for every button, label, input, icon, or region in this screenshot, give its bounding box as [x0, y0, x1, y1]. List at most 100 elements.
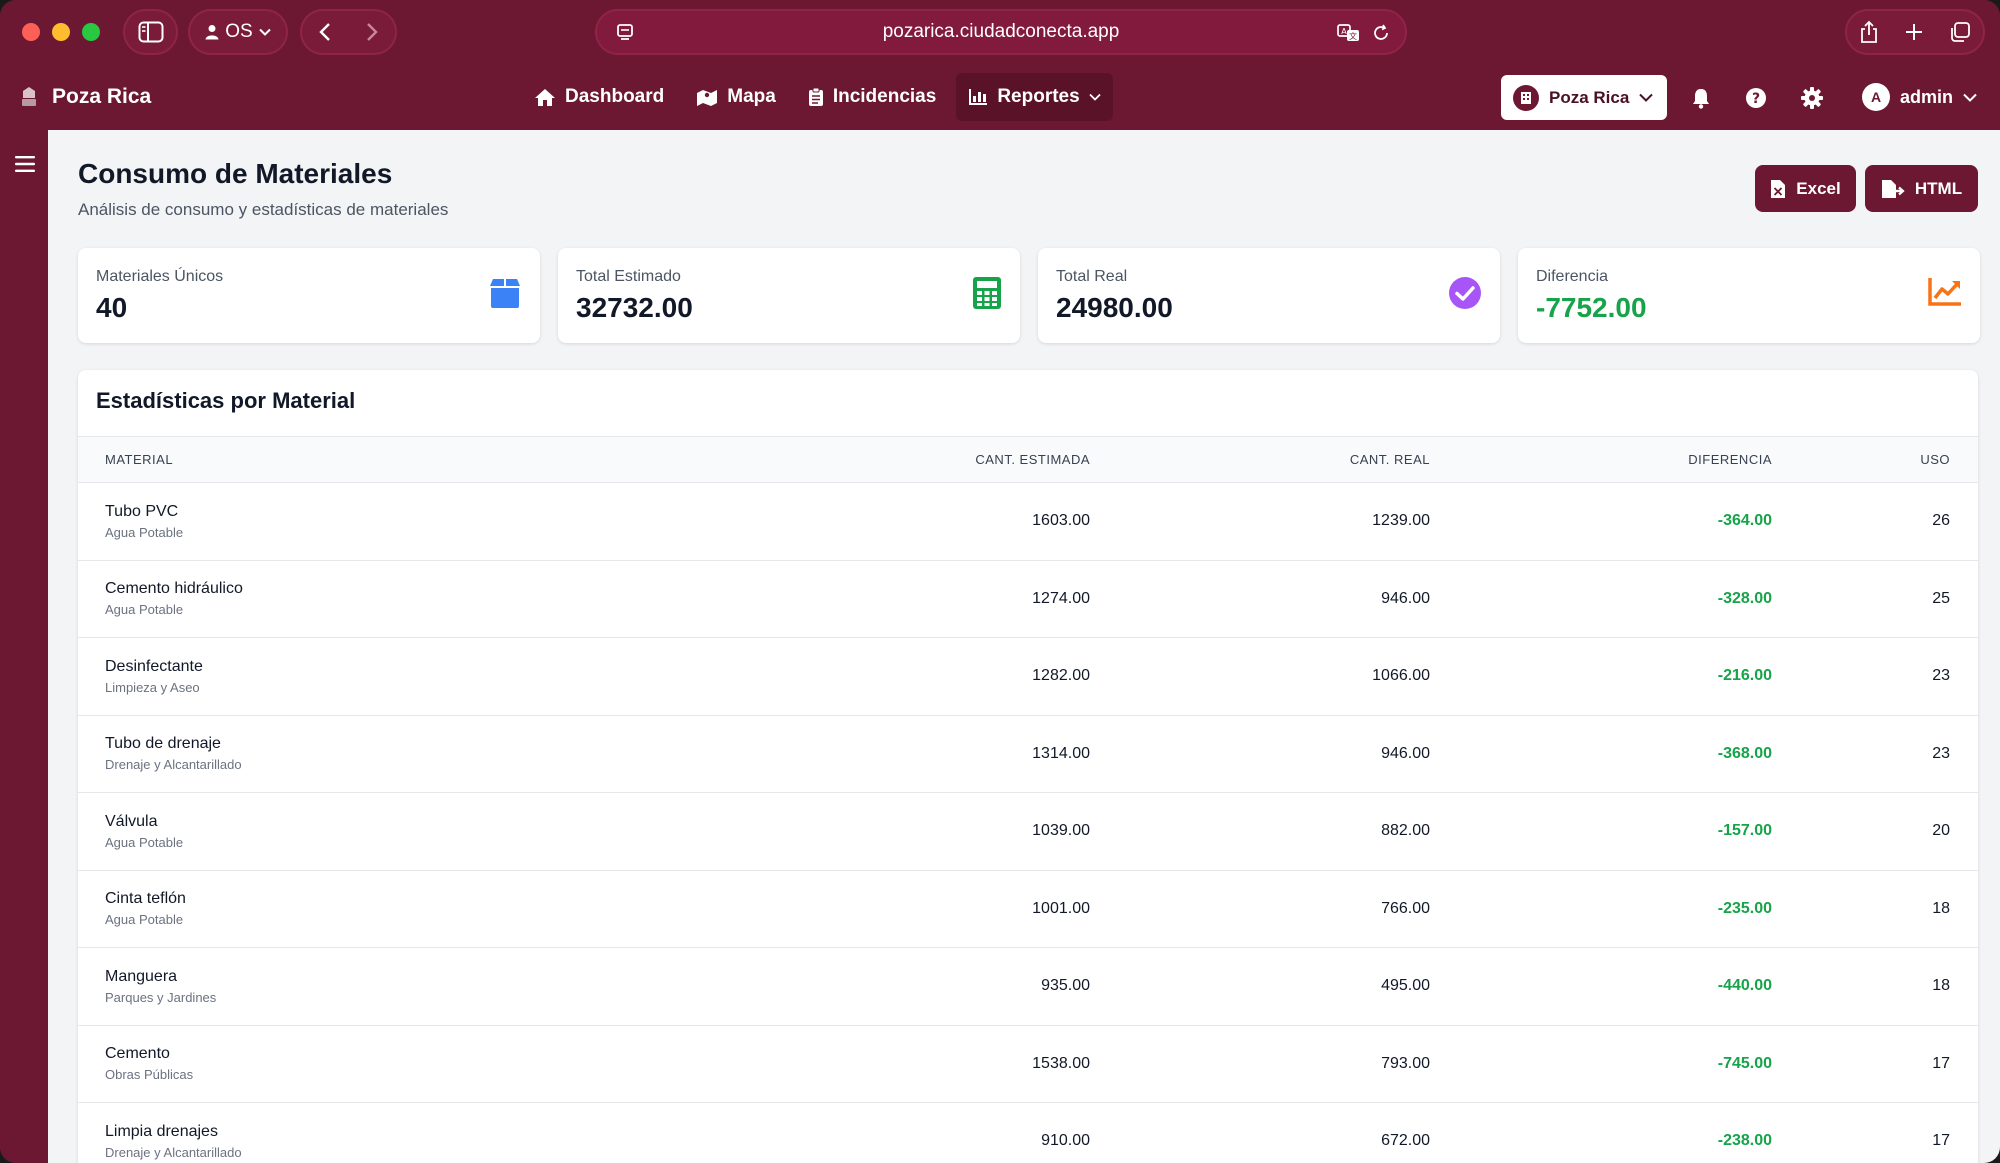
city-selector-value: Poza Rica [1549, 87, 1630, 107]
minimize-window-button[interactable] [52, 23, 70, 41]
material-name: Limpia drenajes [105, 1122, 218, 1140]
column-header-diferencia[interactable]: DIFERENCIA [1688, 452, 1772, 467]
building-icon [1513, 84, 1539, 111]
table-row[interactable]: Válvula Agua Potable 1039.00 882.00 -157.… [78, 793, 1978, 870]
forward-arrow-icon[interactable] [366, 22, 378, 42]
zoom-window-button[interactable] [82, 23, 100, 41]
cell-estimada: 1274.00 [1032, 589, 1090, 607]
cell-diferencia: -368.00 [1717, 744, 1772, 762]
table-row[interactable]: Cemento Obras Públicas 1538.00 793.00 -74… [78, 1025, 1978, 1103]
cell-uso: 20 [1932, 822, 1950, 840]
file-export-icon [1881, 179, 1905, 198]
profile-label: OS [225, 21, 253, 42]
profile-button[interactable]: OS [188, 9, 288, 55]
check-circle-icon [1449, 277, 1481, 309]
share-icon[interactable] [1859, 20, 1879, 44]
stat-label: Total Estimado [576, 268, 681, 285]
cell-real: 793.00 [1381, 1054, 1430, 1072]
material-category: Agua Potable [105, 602, 184, 618]
cell-real: 946.00 [1381, 589, 1430, 607]
settings-button[interactable] [1800, 86, 1824, 110]
cell-diferencia: -235.00 [1717, 899, 1772, 917]
history-navigation [300, 9, 397, 55]
cell-estimada: 1001.00 [1032, 899, 1090, 917]
cell-uso: 18 [1932, 899, 1950, 917]
side-rail [0, 130, 48, 1163]
material-stats-table: MATERIAL CANT. ESTIMADA CANT. REAL DIFER… [78, 436, 1978, 1163]
nav-dashboard[interactable]: Dashboard [522, 73, 676, 121]
person-icon [205, 25, 219, 40]
trend-chart-icon [1928, 278, 1961, 306]
browser-actions [1845, 9, 1985, 55]
nav-incidencias[interactable]: Incidencias [796, 73, 949, 121]
page-settings-icon[interactable] [615, 23, 635, 43]
translate-icon[interactable]: A文 [1337, 23, 1361, 43]
notifications-button[interactable] [1689, 86, 1713, 110]
table-row[interactable]: Cemento hidráulico Agua Potable 1274.00 9… [78, 560, 1978, 638]
chart-icon [969, 89, 988, 105]
excel-file-icon [1771, 179, 1786, 198]
reload-icon[interactable] [1371, 23, 1391, 43]
cell-real: 495.00 [1381, 977, 1430, 995]
table-row[interactable]: Cinta teflón Agua Potable 1001.00 766.00 … [78, 870, 1978, 948]
cell-estimada: 1603.00 [1032, 512, 1090, 530]
stat-value: 32732.00 [576, 292, 693, 323]
cell-real: 672.00 [1381, 1132, 1430, 1150]
cell-uso: 23 [1932, 667, 1950, 685]
close-window-button[interactable] [22, 23, 40, 41]
user-menu[interactable]: A admin [1862, 82, 1977, 112]
bell-icon [1693, 89, 1709, 109]
material-name: Cemento [105, 1045, 170, 1063]
stat-value: -7752.00 [1536, 292, 1647, 323]
stat-value: 24980.00 [1056, 292, 1173, 323]
gear-icon [1801, 87, 1823, 109]
hamburger-menu-icon[interactable] [15, 156, 35, 172]
material-category: Drenaje y Alcantarillado [105, 1144, 242, 1160]
stat-label: Diferencia [1536, 268, 1609, 285]
stat-card-total-estimado: Total Estimado 32732.00 [558, 248, 1020, 343]
table-row[interactable]: Tubo de drenaje Drenaje y Alcantarillado … [78, 715, 1978, 793]
city-selector[interactable]: Poza Rica [1501, 75, 1667, 120]
question-circle-icon: ? [1746, 88, 1766, 108]
export-html-button[interactable]: HTML [1865, 165, 1978, 212]
table-row[interactable]: Desinfectante Limpieza y Aseo 1282.00 106… [78, 638, 1978, 715]
material-name: Cinta teflón [105, 890, 186, 908]
cell-uso: 17 [1932, 1054, 1950, 1072]
table-row[interactable]: Tubo PVC Agua Potable 1603.00 1239.00 -36… [78, 483, 1978, 560]
cell-estimada: 1538.00 [1032, 1054, 1090, 1072]
nav-reportes[interactable]: Reportes [956, 73, 1113, 121]
cell-real: 1066.00 [1372, 667, 1430, 685]
nav-mapa[interactable]: Mapa [684, 73, 788, 121]
column-header-uso[interactable]: USO [1920, 452, 1950, 467]
table-title: Estadísticas por Material [96, 388, 356, 413]
cell-uso: 18 [1932, 977, 1950, 995]
table-header-row: MATERIAL CANT. ESTIMADA CANT. REAL DIFER… [78, 436, 1978, 483]
browser-sidebar-button[interactable] [123, 9, 178, 55]
cell-uso: 17 [1932, 1132, 1950, 1150]
material-name: Manguera [105, 967, 178, 985]
tab-overview-icon[interactable] [1949, 21, 1971, 43]
new-tab-icon[interactable] [1904, 22, 1924, 42]
map-icon [697, 89, 718, 106]
help-button[interactable]: ? [1744, 86, 1768, 110]
brand[interactable]: Poza Rica [20, 64, 151, 130]
calculator-icon [973, 277, 1001, 309]
chevron-down-icon [259, 28, 271, 36]
column-header-material[interactable]: MATERIAL [105, 452, 174, 467]
back-arrow-icon[interactable] [319, 22, 331, 42]
cell-uso: 25 [1932, 589, 1950, 607]
column-header-real[interactable]: CANT. REAL [1349, 452, 1430, 467]
table-row[interactable]: Manguera Parques y Jardines 935.00 495.00… [78, 948, 1978, 1025]
export-excel-button[interactable]: Excel [1755, 165, 1856, 212]
cell-real: 766.00 [1381, 899, 1430, 917]
table-row[interactable]: Limpia drenajes Drenaje y Alcantarillado … [78, 1103, 1978, 1163]
stat-card-materiales: Materiales Únicos 40 [78, 248, 540, 343]
column-header-estimada[interactable]: CANT. ESTIMADA [975, 452, 1090, 467]
brand-name: Poza Rica [52, 85, 152, 108]
cell-estimada: 910.00 [1041, 1132, 1090, 1150]
app-navbar: Poza Rica Dashboard Mapa Incidencias Rep… [0, 64, 2000, 130]
cell-estimada: 1282.00 [1032, 667, 1090, 685]
main-content: Consumo de Materiales Análisis de consum… [48, 130, 2000, 1163]
